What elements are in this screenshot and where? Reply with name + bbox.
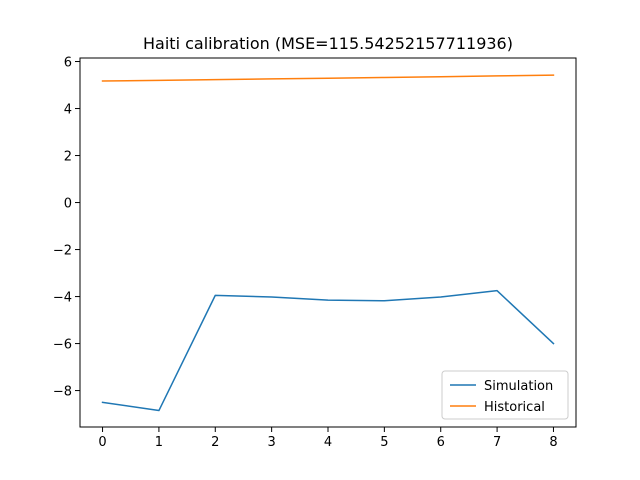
series-layer (101, 74, 555, 412)
x-tick-label: 1 (155, 435, 163, 450)
legend: Simulation Historical (441, 370, 569, 420)
y-tick-label: −8 (53, 385, 72, 400)
series-line-simulation (101, 289, 555, 412)
legend-label-historical: Historical (484, 400, 545, 415)
x-tick-label: 0 (98, 435, 106, 450)
y-tick-label: −6 (53, 338, 72, 353)
x-tick-label: 5 (380, 435, 388, 450)
x-tick-label: 7 (493, 435, 501, 450)
y-tick-label: −2 (53, 244, 72, 259)
x-tick-label: 4 (324, 435, 332, 450)
x-tick-label: 8 (549, 435, 557, 450)
y-axis: 6 4 2 0 −2 −4 −6 −8 (53, 56, 80, 400)
y-tick-label: 2 (64, 150, 72, 165)
y-tick-label: 0 (64, 197, 72, 212)
y-tick-label: 4 (64, 103, 72, 118)
series-line-historical (101, 74, 555, 82)
legend-box (441, 370, 569, 420)
x-tick-label: 2 (211, 435, 219, 450)
x-axis: 0 1 2 3 4 5 6 7 8 (98, 427, 558, 450)
x-tick-label: 3 (267, 435, 275, 450)
legend-label-simulation: Simulation (484, 379, 553, 394)
y-tick-label: −4 (53, 291, 72, 306)
x-tick-label: 6 (437, 435, 445, 450)
chart-title: Haiti calibration (MSE=115.5425215771193… (143, 34, 513, 53)
y-tick-label: 6 (64, 56, 72, 71)
